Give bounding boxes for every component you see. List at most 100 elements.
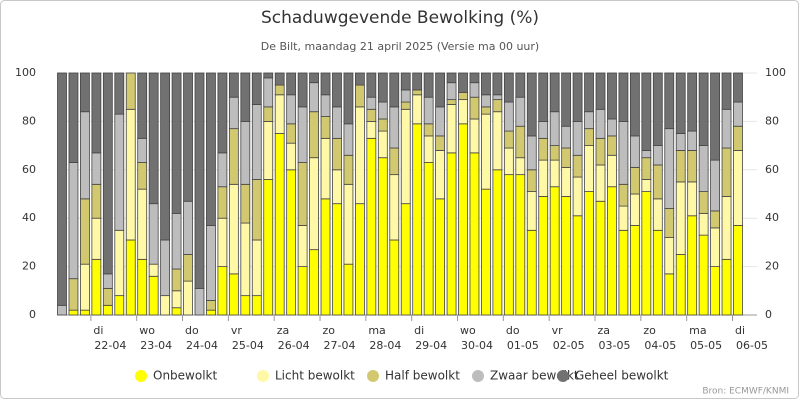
bar-segment (515, 174, 526, 316)
bar-segment (446, 72, 457, 84)
bar-segment (114, 295, 125, 316)
bar-segment (561, 166, 572, 197)
bar-segment (641, 179, 652, 192)
bar-segment (618, 229, 629, 316)
bar-segment (515, 72, 526, 98)
bar-segment (228, 96, 239, 130)
bar-segment (263, 106, 274, 122)
y2-tick-label: 100 (765, 66, 786, 79)
bar-segment (148, 263, 159, 277)
bar-segment (137, 137, 148, 163)
bar-segment (297, 225, 308, 268)
bar-segment (286, 142, 297, 171)
bar-segment (412, 94, 423, 125)
bar-segment (102, 72, 113, 275)
bar-segment (68, 72, 79, 163)
x-tick-weekday: ma (368, 324, 385, 337)
bar-segment (664, 273, 675, 316)
bar-segment (251, 104, 262, 180)
chart-title: Schaduwgevende Bewolking (%) (261, 8, 539, 28)
bar-segment (641, 157, 652, 180)
bar-segment (629, 225, 640, 316)
bar-segment (309, 111, 319, 159)
bar-segment (206, 225, 216, 301)
legend-label: Licht bewolkt (275, 369, 355, 383)
bar-segment (515, 157, 526, 176)
bar-segment (320, 72, 331, 96)
bar-segment (412, 123, 423, 316)
bar-segment (332, 106, 342, 139)
bar-segment (607, 186, 617, 316)
y2-tick-label: 80 (765, 114, 779, 127)
bar-segment (458, 99, 468, 125)
x-tick-weekday: ma (689, 324, 706, 337)
bar-segment (698, 145, 709, 192)
bar-segment (607, 72, 617, 120)
bar-segment (584, 191, 594, 316)
bar-segment (240, 72, 251, 122)
bar-segment (332, 137, 342, 171)
bar-segment (80, 72, 90, 113)
bar-segment (286, 123, 297, 144)
bar-segment (710, 210, 720, 229)
bar-segment (572, 154, 583, 178)
source: Bron: ECMWF/KNMI (702, 387, 789, 397)
bar-segment (584, 145, 594, 192)
bar-segment (698, 72, 709, 146)
bar-segment (664, 72, 675, 130)
bar-segment (595, 72, 606, 110)
bar-segment (171, 212, 182, 270)
bar-segment (607, 118, 617, 137)
bar-segment (652, 72, 663, 146)
bar-segment (366, 108, 377, 122)
x-tick-label: 04-05 (644, 339, 676, 352)
bar-segment (492, 111, 503, 171)
bar-segment (423, 72, 434, 98)
bar-segment (675, 254, 686, 316)
bar-segment (263, 179, 274, 316)
bar-segment (423, 162, 434, 316)
bar-segment (400, 203, 411, 316)
bar-segment (332, 203, 342, 316)
bar-segment (721, 108, 732, 149)
bar-segment (228, 183, 239, 275)
x-tick-weekday: vr (552, 324, 564, 337)
bar-segment (274, 94, 285, 134)
bar-segment (217, 72, 228, 154)
bar-segment (114, 229, 125, 297)
bar-segment (309, 157, 319, 251)
bar-segment (492, 94, 503, 101)
bar-segment (297, 266, 308, 316)
bar-segment (274, 133, 285, 316)
bar-segment (286, 72, 297, 96)
bar-segment (57, 72, 67, 306)
y-tick-label: 0 (29, 308, 36, 321)
bar-segment (481, 113, 491, 190)
bar-segment (526, 135, 537, 171)
bar-segment (125, 239, 136, 316)
bar-segment (228, 72, 239, 98)
bar-segment (492, 169, 503, 316)
bar-segment (629, 135, 640, 168)
bar-segment (629, 72, 640, 137)
bar-segment (102, 304, 113, 316)
bar-segment (675, 133, 686, 151)
bar-segment (377, 72, 388, 103)
bar-segment (446, 82, 457, 101)
x-tick-label: 24-04 (186, 339, 218, 352)
bar-segment (538, 72, 549, 122)
bar-segment (297, 72, 308, 108)
bar-segment (721, 72, 732, 110)
bar-segment (526, 229, 537, 316)
bar-segment (584, 72, 594, 113)
bar-segment (435, 106, 446, 137)
bar-segment (183, 72, 193, 202)
bar-segment (526, 191, 537, 231)
bar-segment (561, 72, 572, 127)
bar-segment (102, 287, 113, 306)
bar-segment (171, 290, 182, 309)
bar-segment (629, 193, 640, 226)
legend-marker (367, 370, 379, 382)
bar-segment (607, 154, 617, 188)
